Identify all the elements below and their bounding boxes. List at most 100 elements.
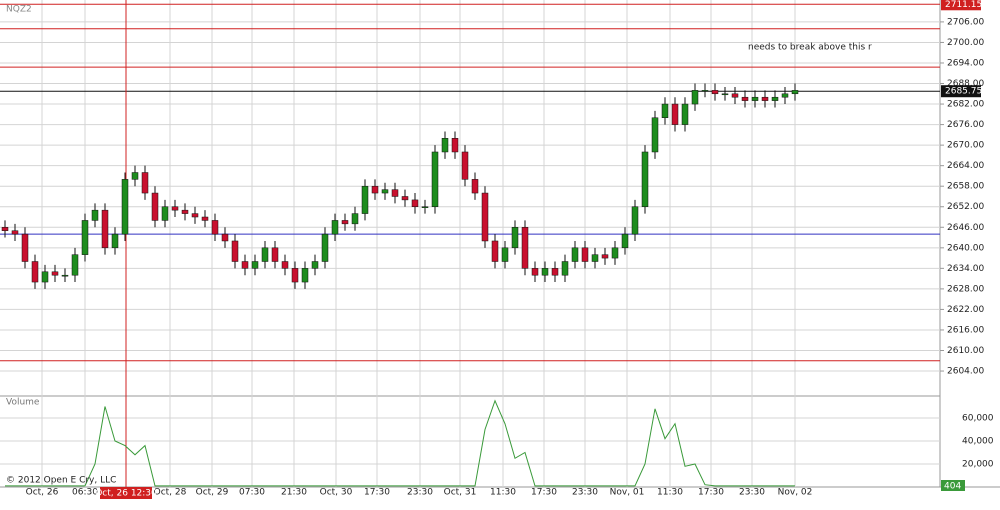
candle-body <box>321 233 329 262</box>
y-tick-label: 2658.00 <box>947 182 984 192</box>
candle-body <box>171 206 179 211</box>
candle-body <box>401 196 409 201</box>
x-tick-label: 11:30 <box>490 488 516 498</box>
candle-body <box>591 254 599 262</box>
x-tick-label: Oct, 29 <box>196 488 229 498</box>
y-tick-label: 2676.00 <box>947 120 984 130</box>
candle-body <box>731 93 739 98</box>
candle-body <box>431 151 439 207</box>
candle-body <box>411 199 419 207</box>
price-line-label: 2685.75 <box>945 87 982 97</box>
candle-body <box>181 209 189 214</box>
candle-body <box>381 189 389 194</box>
x-tick-label: Nov, 02 <box>778 488 813 498</box>
volume-tick-label: 20,000 <box>962 459 994 469</box>
volume-last-box <box>941 480 965 491</box>
y-tick-label: 2694.00 <box>947 58 984 68</box>
candle-body <box>671 103 679 125</box>
y-tick-label: 2670.00 <box>947 141 984 151</box>
volume-line <box>5 399 795 487</box>
candle-body <box>91 209 99 221</box>
candle-body <box>531 268 539 276</box>
candle-body <box>351 213 359 225</box>
x-tick-label: 17:30 <box>531 488 557 498</box>
y-tick-label: 2640.00 <box>947 243 984 253</box>
volume-title: Volume <box>6 398 40 408</box>
candle-body <box>101 209 109 249</box>
candle-body <box>571 247 579 262</box>
candle-body <box>481 192 489 242</box>
x-tick-label: Oct, 31 <box>444 488 477 498</box>
x-tick-label: Oct, 28 <box>154 488 187 498</box>
y-tick-label: 2682.00 <box>947 100 984 110</box>
candle-body <box>271 247 279 262</box>
candle-body <box>541 268 549 276</box>
candle-body <box>41 271 49 283</box>
candle-body <box>761 96 769 101</box>
copyright: © 2012 Open E Cry, LLC <box>6 476 116 486</box>
candle-body <box>251 261 259 269</box>
x-tick-label: Oct, 30 <box>320 488 353 498</box>
candle-body <box>691 90 699 105</box>
candle-body <box>611 247 619 259</box>
candle-body <box>291 268 299 283</box>
volume-tick-label: 60,000 <box>962 413 994 423</box>
x-tick-label: Oct, 26 <box>26 488 59 498</box>
candle-body <box>231 240 239 262</box>
x-tick-label: 06:30 <box>72 488 98 498</box>
candle-body <box>741 96 749 101</box>
candle-body <box>641 151 649 207</box>
candle-body <box>331 220 339 235</box>
x-tick-label: 23:30 <box>572 488 598 498</box>
candle-body <box>421 206 429 208</box>
candle-body <box>681 103 689 125</box>
y-tick-label: 2664.00 <box>947 161 984 171</box>
candle-body <box>211 220 219 235</box>
candle-body <box>771 96 779 101</box>
candle-body <box>751 96 759 101</box>
candle-body <box>71 254 79 276</box>
candle-body <box>61 274 69 277</box>
candle-body <box>241 261 249 269</box>
candle-body <box>11 230 19 235</box>
candle-body <box>281 261 289 269</box>
y-tick-label: 2652.00 <box>947 202 984 212</box>
volume-last-label: 404 <box>944 482 961 492</box>
y-tick-label: 2610.00 <box>947 346 984 356</box>
x-tick-label: 17:30 <box>698 488 724 498</box>
candle-body <box>141 172 149 194</box>
candle-body <box>651 117 659 153</box>
candle-body <box>311 261 319 269</box>
candle-body <box>361 185 369 214</box>
volume-tick-label: 40,000 <box>962 436 994 446</box>
price-line-label: 2711.15 <box>945 0 982 10</box>
candle-body <box>471 179 479 194</box>
candle-body <box>51 271 59 276</box>
symbol: NQZ2 <box>6 5 32 15</box>
x-tick-label: 11:30 <box>657 488 683 498</box>
candle-body <box>341 220 349 225</box>
candle-body <box>221 233 229 242</box>
candle-body <box>791 90 799 95</box>
candle-body <box>121 179 129 235</box>
labels-layer: NQZ2 needs to break above this r Volume … <box>6 0 994 499</box>
grid-layer <box>0 0 944 487</box>
annotation: needs to break above this r <box>748 43 872 53</box>
candle-body <box>721 93 729 96</box>
candle-body <box>511 227 519 249</box>
x-tick-label: 21:30 <box>281 488 307 498</box>
candle-body <box>501 247 509 262</box>
candle-body <box>601 254 609 259</box>
candle-body <box>261 247 269 262</box>
candle-body <box>201 216 209 221</box>
candle-body <box>621 233 629 249</box>
candle-body <box>81 220 89 255</box>
candle-body <box>151 192 159 221</box>
candle-body <box>631 206 639 235</box>
candle-body <box>521 227 529 269</box>
candle-body <box>1 227 9 231</box>
candle-body <box>781 93 789 98</box>
y-tick-label: 2646.00 <box>947 223 984 233</box>
